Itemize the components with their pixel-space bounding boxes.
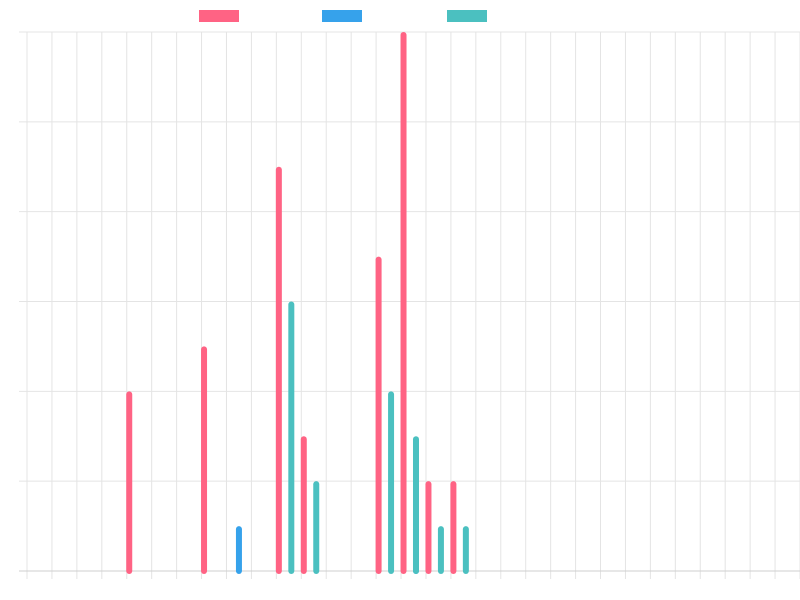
legend-swatch-series-2 xyxy=(322,10,362,22)
grid xyxy=(19,31,800,579)
bar-series-3 xyxy=(313,481,320,574)
legend-swatch-series-1 xyxy=(199,10,239,22)
bar-series-1 xyxy=(450,481,457,574)
bar-series-3 xyxy=(388,391,395,574)
bar-series-1 xyxy=(201,346,208,574)
bar-series-1 xyxy=(425,481,432,574)
bars xyxy=(126,32,469,574)
bar-series-3 xyxy=(288,301,295,574)
legend xyxy=(199,10,487,22)
bar-series-1 xyxy=(400,32,407,574)
bar-series-1 xyxy=(300,436,307,574)
bar-series-1 xyxy=(275,166,282,574)
bar-series-2 xyxy=(235,526,242,574)
bar-series-3 xyxy=(437,526,444,574)
legend-swatch-series-3 xyxy=(447,10,487,22)
bar-series-3 xyxy=(462,526,469,574)
bar-series-1 xyxy=(126,391,133,574)
bar-series-1 xyxy=(375,256,382,574)
bar-series-3 xyxy=(412,436,419,574)
